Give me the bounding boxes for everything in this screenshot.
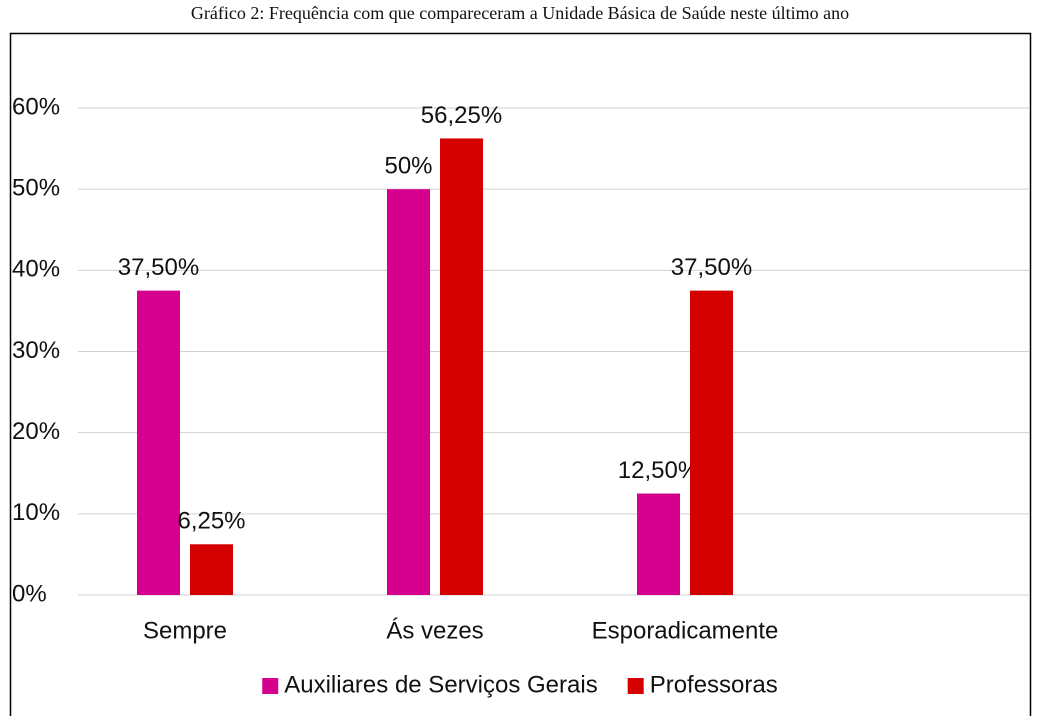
bar [137, 290, 180, 595]
y-tick-label: 50% [12, 175, 60, 202]
chart-border [9, 32, 1032, 716]
bar [690, 290, 733, 595]
bar [440, 138, 483, 595]
y-tick-label: 10% [12, 499, 60, 526]
x-tick-label: Sempre [143, 617, 227, 644]
bar [190, 544, 233, 595]
value-label: 12,50% [618, 457, 699, 484]
legend-label: Professoras [650, 671, 778, 698]
value-label: 37,50% [671, 254, 752, 281]
bar [387, 189, 430, 595]
y-tick-label: 20% [12, 418, 60, 445]
value-label: 50% [384, 153, 432, 180]
y-tick-label: 0% [12, 580, 47, 607]
value-label: 6,25% [177, 508, 245, 535]
y-tick-label: 30% [12, 337, 60, 364]
legend-label: Auxiliares de Serviços Gerais [284, 671, 597, 698]
value-label: 56,25% [421, 102, 502, 129]
y-tick-label: 60% [12, 93, 60, 120]
legend-swatch [262, 678, 279, 694]
legend-swatch [627, 678, 644, 694]
chart-title: Gráfico 2: Frequência com que comparecer… [191, 3, 849, 23]
bar [637, 493, 680, 595]
x-tick-label: Esporadicamente [592, 617, 779, 644]
y-tick-label: 40% [12, 256, 60, 283]
x-tick-label: Ás vezes [386, 617, 483, 644]
value-label: 37,50% [118, 254, 199, 281]
